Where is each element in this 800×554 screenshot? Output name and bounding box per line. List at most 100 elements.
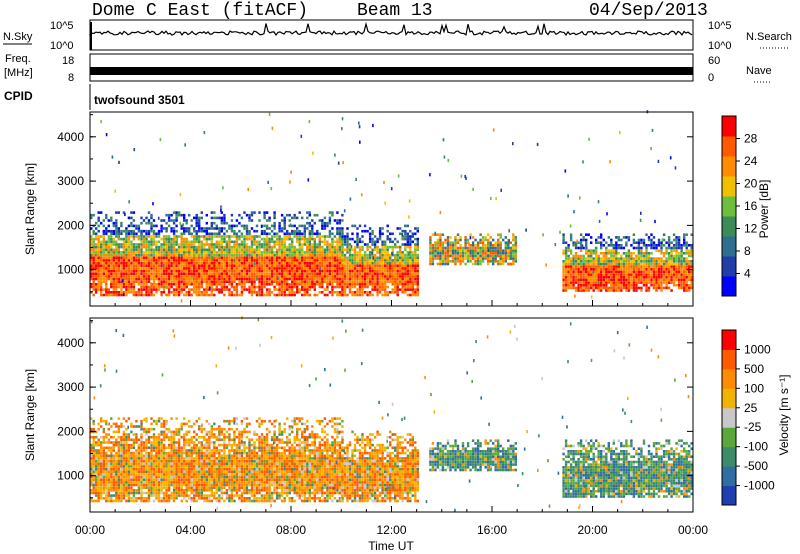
echo-cell	[240, 240, 244, 244]
echo-cell	[107, 465, 110, 468]
echo-cell	[348, 272, 352, 275]
echo-cell	[107, 449, 110, 452]
echo-cell	[115, 475, 118, 479]
echo-cell	[95, 235, 98, 238]
echo-cell	[102, 277, 105, 281]
echo-cell	[562, 236, 565, 239]
echo-cell	[595, 252, 598, 255]
echo-cell	[180, 259, 183, 262]
echo-cell	[260, 261, 264, 265]
echo-cell	[238, 221, 241, 225]
echo-cell	[215, 224, 218, 228]
echo-cell	[675, 275, 678, 279]
echo-cell	[328, 248, 332, 252]
echo-cell	[115, 457, 118, 460]
echo-cell	[293, 267, 296, 270]
echo-cell	[180, 253, 183, 257]
echo-cell	[198, 237, 201, 241]
echo-cell	[351, 253, 354, 257]
echo-cell	[351, 248, 354, 252]
echo-cell	[336, 267, 339, 270]
echo-cell	[230, 275, 234, 278]
echo-cell	[650, 233, 653, 236]
echo-cell	[97, 248, 100, 252]
echo-cell	[376, 264, 379, 267]
echo-cell	[569, 273, 573, 276]
echo-cell	[213, 235, 216, 238]
echo-cell	[630, 281, 633, 284]
echo-cell	[122, 478, 126, 481]
echo-cell	[95, 462, 98, 466]
echo-cell	[655, 249, 658, 252]
echo-cell	[183, 243, 186, 246]
echo-cell	[451, 260, 455, 263]
echo-cell	[602, 244, 605, 247]
echo-cell	[228, 264, 231, 267]
echo-cell	[95, 467, 98, 471]
echo-cell	[293, 253, 296, 257]
echo-cell	[577, 275, 580, 279]
echo-cell	[303, 264, 306, 267]
echo-cell	[200, 253, 203, 257]
echo-cell	[275, 272, 279, 275]
echo-cell	[203, 291, 206, 294]
echo-cell	[683, 238, 686, 242]
echo-cell	[112, 470, 115, 473]
echo-cell	[667, 238, 671, 242]
echo-cell	[303, 267, 306, 270]
echo-cell	[107, 240, 110, 244]
echo-cell	[95, 441, 98, 444]
echo-cell	[298, 288, 301, 291]
echo-cell	[213, 269, 216, 273]
echo-cell	[188, 288, 191, 291]
echo-cell	[110, 481, 113, 484]
echo-cell	[318, 291, 321, 294]
echo-cell	[615, 270, 618, 274]
echo-cell	[203, 245, 206, 249]
echo-cell	[280, 288, 284, 291]
echo-cell	[286, 275, 289, 278]
echo-cell	[286, 277, 289, 281]
echo-cell	[255, 291, 259, 294]
echo-cell	[117, 283, 120, 286]
echo-cell	[321, 261, 324, 265]
echo-cell	[351, 232, 354, 236]
echo-cell	[378, 232, 382, 236]
echo-cell	[358, 293, 362, 297]
echo-cell	[233, 224, 236, 228]
echo-cell	[293, 229, 296, 233]
echo-cell	[97, 259, 100, 262]
echo-cell	[436, 241, 440, 244]
echo-cell	[439, 262, 442, 266]
echo-cell	[250, 219, 254, 222]
echo-cell	[102, 435, 105, 439]
echo-cell	[220, 221, 223, 225]
echo-cell	[343, 243, 347, 246]
echo-cell	[414, 269, 417, 273]
echo-cell	[579, 283, 583, 287]
echo-cell	[132, 275, 136, 278]
echo-scatter	[469, 236, 472, 240]
echo-cell	[152, 219, 156, 222]
echo-cell	[152, 256, 156, 260]
echo-cell	[200, 211, 203, 214]
echo-cell	[127, 438, 131, 442]
echo-cell	[165, 261, 168, 265]
echo-cell	[165, 280, 168, 283]
echo-cell	[233, 261, 236, 265]
echo-cell	[200, 264, 203, 267]
echo-cell	[270, 253, 274, 257]
echo-cell	[373, 269, 377, 273]
echo-cell	[296, 232, 299, 236]
echo-cell	[351, 237, 354, 241]
echo-cell	[394, 259, 397, 262]
echo-cell	[127, 435, 131, 439]
echo-cell	[620, 273, 623, 276]
echo-cell	[291, 293, 294, 297]
echo-cell	[386, 235, 389, 238]
echo-cell	[132, 243, 136, 246]
echo-cell	[167, 213, 171, 217]
echo-scatter	[508, 239, 510, 243]
echo-cell	[195, 283, 198, 286]
echo-cell	[238, 245, 241, 249]
